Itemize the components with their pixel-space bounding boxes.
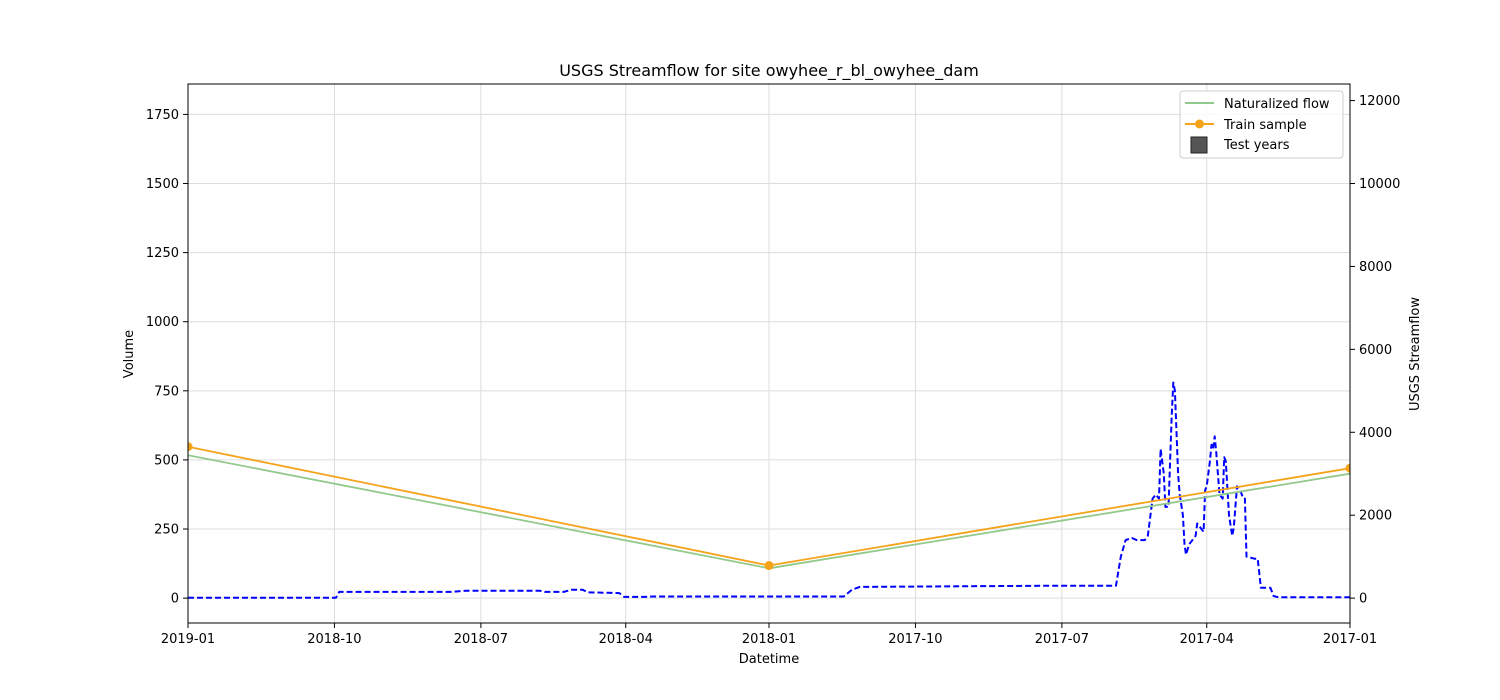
legend-naturalized-flow-label: Naturalized flow bbox=[1224, 97, 1330, 112]
legend: Naturalized flow Train sample Test years bbox=[1179, 90, 1344, 159]
x-tick-label: 2018-07 bbox=[454, 632, 508, 647]
x-tick-label: 2019-01 bbox=[161, 632, 215, 647]
y-tick-label: 500 bbox=[154, 453, 179, 468]
y2-tick-label: 12000 bbox=[1359, 94, 1400, 109]
legend-test-years-label: Test years bbox=[1223, 138, 1290, 153]
train-sample-point bbox=[764, 561, 774, 571]
y-tick-label: 250 bbox=[154, 523, 179, 538]
y-tick-label: 1000 bbox=[146, 315, 179, 330]
legend-test-years-swatch bbox=[1190, 136, 1208, 154]
x-tick-label: 2017-10 bbox=[888, 632, 942, 647]
x-tick-label: 2017-07 bbox=[1035, 632, 1089, 647]
y2-tick-label: 6000 bbox=[1359, 343, 1392, 358]
train-sample-point bbox=[188, 442, 193, 452]
streamflow-line bbox=[188, 381, 1350, 599]
y-tick-label: 1750 bbox=[146, 108, 179, 123]
chart-title: USGS Streamflow for site owyhee_r_bl_owy… bbox=[559, 61, 979, 81]
y2-tick-label: 4000 bbox=[1359, 426, 1392, 441]
x-tick-label: 2017-01 bbox=[1323, 632, 1377, 647]
x-axis-label: Datetime bbox=[739, 652, 799, 667]
x-tick-label: 2017-04 bbox=[1180, 632, 1234, 647]
y-tick-label: 750 bbox=[154, 384, 179, 399]
y2-tick-label: 0 bbox=[1359, 592, 1367, 607]
y-tick-label: 1250 bbox=[146, 246, 179, 261]
y-tick-label: 0 bbox=[171, 592, 179, 607]
y2-tick-label: 2000 bbox=[1359, 509, 1392, 524]
y2-tick-label: 10000 bbox=[1359, 177, 1400, 192]
legend-train-sample-marker bbox=[1195, 119, 1204, 129]
legend-train-sample-label: Train sample bbox=[1223, 118, 1307, 133]
x-tick-label: 2018-01 bbox=[742, 632, 796, 647]
y-axis-label: Volume bbox=[122, 330, 137, 378]
y2-tick-label: 8000 bbox=[1359, 260, 1392, 275]
y2-axis-label: USGS Streamflow bbox=[1408, 297, 1423, 411]
y-tick-label: 1500 bbox=[146, 177, 179, 192]
plot-series bbox=[188, 381, 1350, 599]
x-tick-label: 2018-04 bbox=[599, 632, 653, 647]
train-sample-point bbox=[1345, 463, 1350, 473]
axis-ticks: 2019-01 2018-10 2018-07 2018-04 2018-01 2017-… bbox=[146, 94, 1400, 647]
x-tick-label: 2018-10 bbox=[307, 632, 361, 647]
legend-box bbox=[1179, 90, 1344, 159]
